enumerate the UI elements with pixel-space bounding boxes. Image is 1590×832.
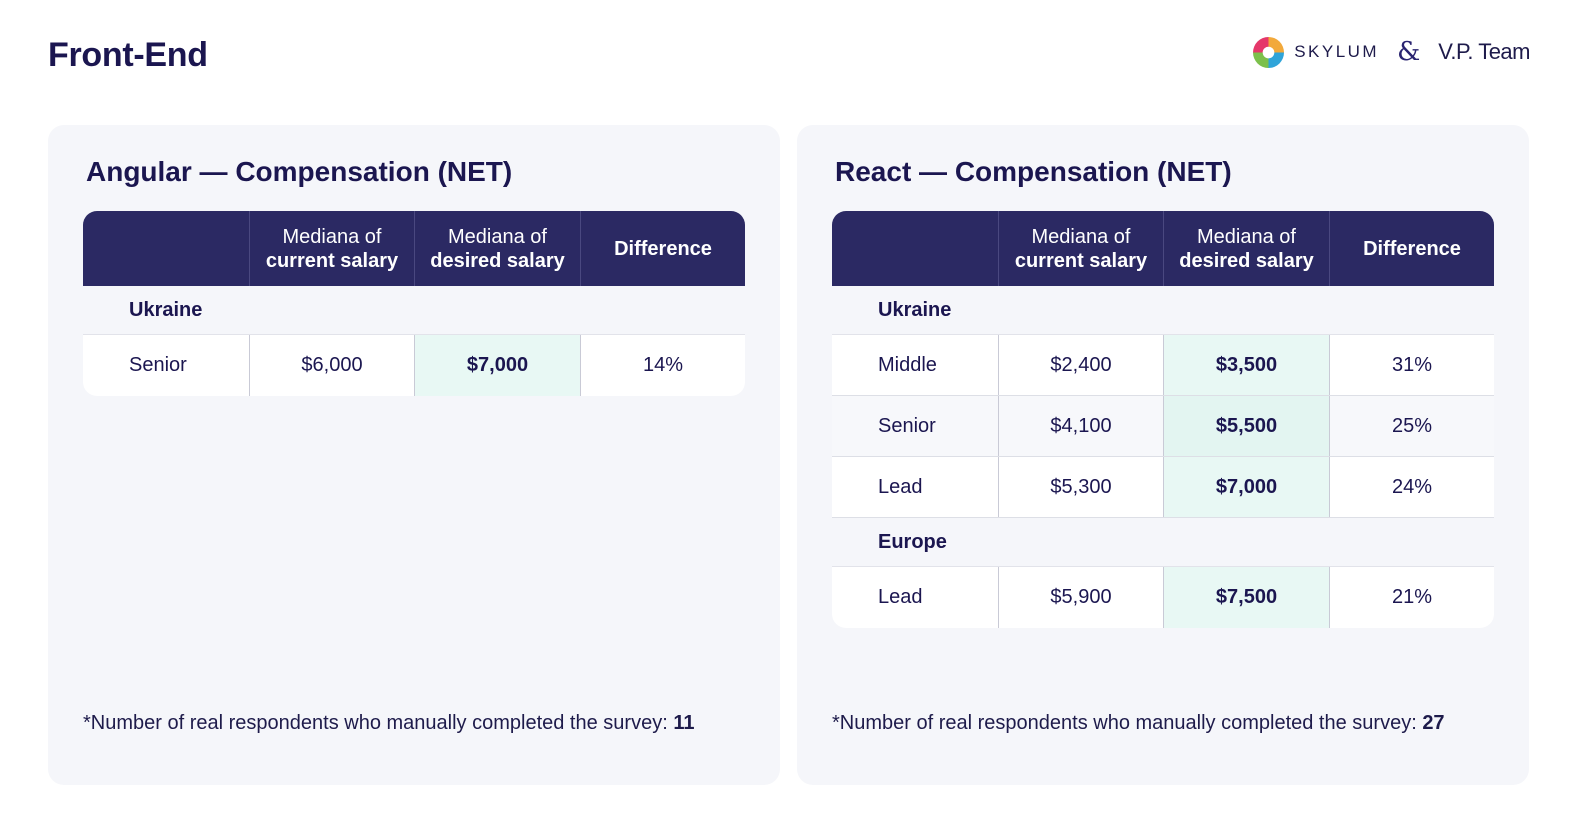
- difference-cell: 21%: [1329, 567, 1494, 628]
- desired-salary-cell: $7,000: [1163, 457, 1329, 517]
- group-europe: Europe: [832, 518, 1494, 567]
- header-current-salary: Mediana of current salary: [249, 211, 414, 286]
- group-ukraine: Ukraine: [832, 286, 1494, 335]
- level-cell: Lead: [878, 586, 923, 608]
- desired-salary-cell: $3,500: [1163, 335, 1329, 395]
- angular-panel: Angular — Compensation (NET) Mediana of c…: [48, 125, 780, 785]
- skylum-logo-icon: [1253, 36, 1285, 68]
- difference-cell: 25%: [1329, 396, 1494, 456]
- table-header: Mediana of current salary Mediana of desir…: [832, 211, 1494, 286]
- group-ukraine: Ukraine: [83, 286, 745, 335]
- respondent-count: 11: [673, 712, 695, 734]
- current-salary-cell: $5,900: [998, 567, 1163, 628]
- header-empty: [832, 211, 998, 286]
- desired-salary-cell: $7,500: [1163, 567, 1329, 628]
- react-panel-title: React — Compensation (NET): [835, 156, 1232, 187]
- current-salary-cell: $5,300: [998, 457, 1163, 517]
- difference-cell: 24%: [1329, 457, 1494, 517]
- level-cell: Middle: [878, 353, 937, 376]
- vpteam-wordmark: V.P. Team: [1438, 39, 1530, 64]
- table-row: Lead $5,300 $7,000 24%: [832, 457, 1494, 518]
- table-header: Mediana of current salary Mediana of desir…: [83, 211, 745, 286]
- page-title: Front-End: [48, 36, 208, 74]
- react-footnote: *Number of real respondents who manually…: [832, 712, 1445, 734]
- angular-table: Mediana of current salary Mediana of desir…: [83, 211, 745, 396]
- header-empty: [83, 211, 249, 286]
- respondent-count: 27: [1422, 712, 1445, 734]
- current-salary-cell: $6,000: [249, 335, 414, 396]
- table-row: Lead $5,900 $7,500 21%: [832, 567, 1494, 628]
- header-difference: Difference: [580, 211, 745, 286]
- table-row: Middle $2,400 $3,500 31%: [832, 335, 1494, 396]
- skylum-wordmark: SKYLUM: [1294, 42, 1380, 61]
- react-table: Mediana of current salary Mediana of desir…: [832, 211, 1494, 628]
- desired-salary-cell: $5,500: [1163, 396, 1329, 456]
- brand-logos: SKYLUM & V.P. Team: [1253, 36, 1530, 68]
- ampersand: &: [1397, 37, 1421, 67]
- header-current-salary: Mediana of current salary: [998, 211, 1163, 286]
- angular-panel-title: Angular — Compensation (NET): [86, 156, 513, 187]
- level-cell: Lead: [878, 475, 923, 498]
- level-cell: Senior: [129, 354, 187, 376]
- desired-salary-cell: $7,000: [414, 335, 580, 396]
- current-salary-cell: $2,400: [998, 335, 1163, 395]
- level-cell: Senior: [878, 414, 936, 437]
- difference-cell: 31%: [1329, 335, 1494, 395]
- header-difference: Difference: [1329, 211, 1494, 286]
- table-row: Senior $6,000 $7,000 14%: [83, 335, 745, 396]
- header-desired-salary: Mediana of desired salary: [414, 211, 580, 286]
- react-panel: React — Compensation (NET) Mediana of cur…: [797, 125, 1529, 785]
- current-salary-cell: $4,100: [998, 396, 1163, 456]
- difference-cell: 14%: [580, 335, 745, 396]
- table-row: Senior $4,100 $5,500 25%: [832, 396, 1494, 457]
- angular-footnote: *Number of real respondents who manually…: [83, 712, 695, 734]
- header-desired-salary: Mediana of desired salary: [1163, 211, 1329, 286]
